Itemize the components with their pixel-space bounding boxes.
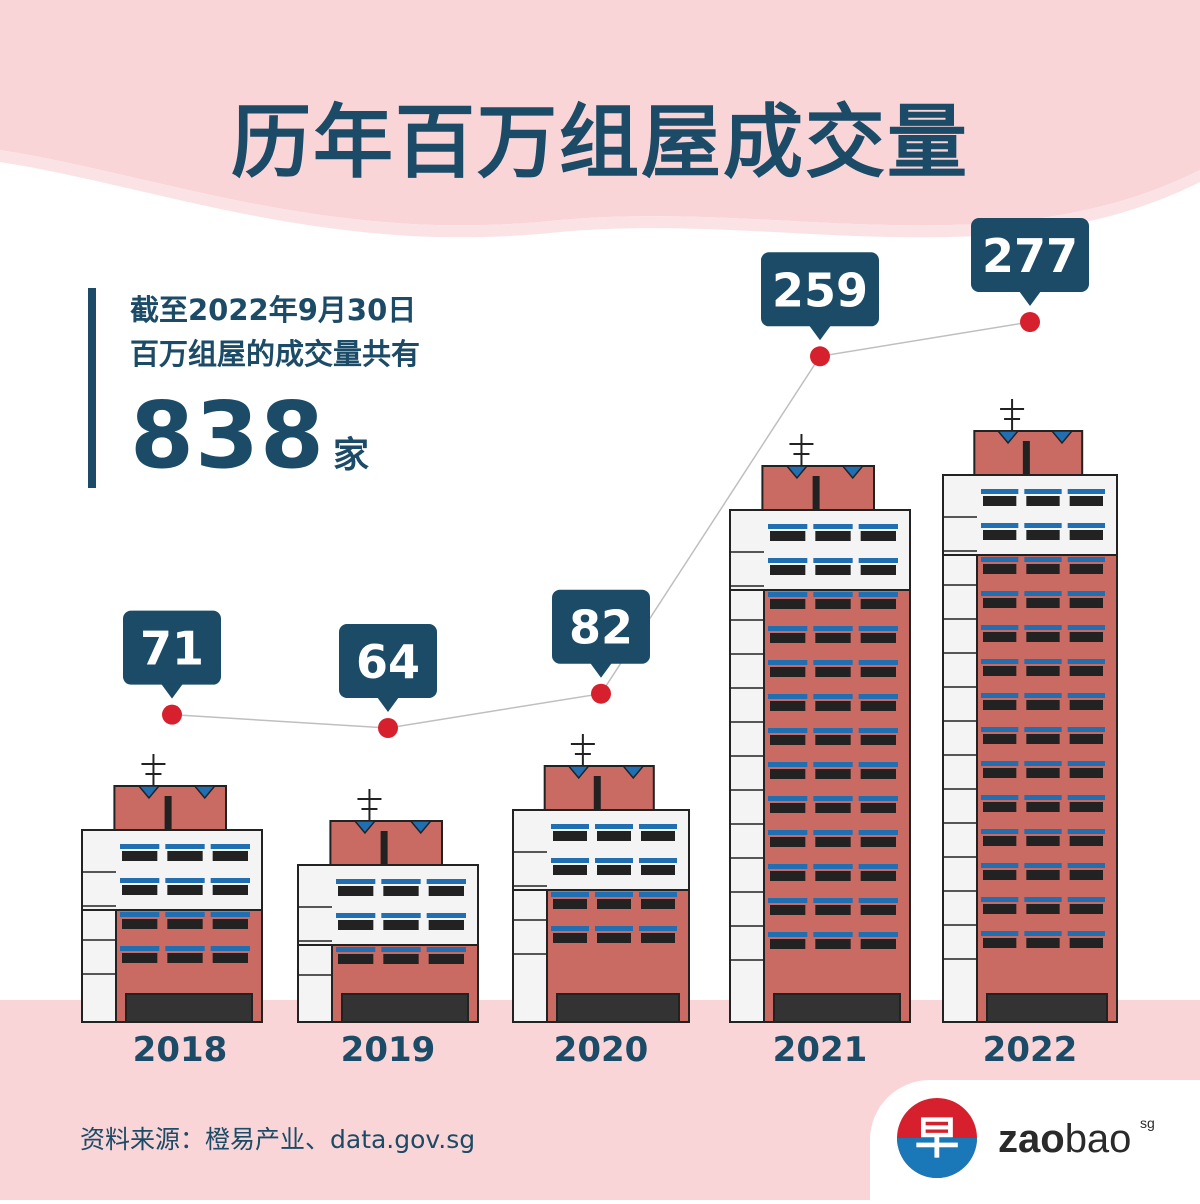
logo-panel: 早 zaobao sg	[870, 1080, 1200, 1200]
data-label-text: 71	[140, 622, 204, 676]
data-point-2022	[1020, 312, 1040, 332]
data-point-2020	[591, 683, 611, 704]
data-label-text: 277	[982, 229, 1078, 283]
logo-word-zao: zao	[998, 1117, 1065, 1161]
summary-total: 838 家	[130, 382, 420, 489]
summary-line-1: 截至2022年9月30日	[130, 293, 417, 327]
building-2019	[297, 789, 479, 1023]
buildings	[81, 399, 1118, 1023]
summary-line-2: 百万组屋的成交量共有	[130, 337, 421, 371]
data-label-2022: 277	[971, 218, 1089, 306]
data-point-2018	[162, 704, 182, 725]
building-2020	[512, 734, 690, 1023]
building-2022	[942, 399, 1118, 1023]
logo-suffix: sg	[1140, 1115, 1155, 1131]
data-label-2020: 82	[552, 589, 650, 678]
chart-marks: 71 64 82 259 277	[123, 218, 1089, 738]
logo-wordmark: zaobao	[998, 1117, 1131, 1161]
data-label-text: 259	[772, 263, 868, 317]
summary-block: 截至2022年9月30日 百万组屋的成交量共有 838 家	[88, 288, 421, 489]
logo-glyph: 早	[915, 1113, 959, 1164]
x-tick-2022: 2022	[982, 1030, 1078, 1070]
data-label-text: 64	[356, 635, 420, 689]
total-value: 838	[130, 382, 326, 489]
zaobao-logo: 早 zaobao sg	[897, 1098, 1155, 1178]
data-point-2019	[378, 718, 398, 738]
data-label-2019: 64	[339, 624, 437, 712]
x-tick-2021: 2021	[772, 1030, 868, 1070]
logo-word-bao: bao	[1065, 1117, 1132, 1161]
building-2018	[81, 754, 263, 1023]
x-tick-2020: 2020	[553, 1030, 649, 1070]
source-note: 资料来源：橙易产业、data.gov.sg	[80, 1125, 476, 1154]
x-tick-2018: 2018	[132, 1030, 228, 1070]
data-label-2018: 71	[123, 610, 221, 699]
page-title: 历年百万组屋成交量	[231, 96, 969, 189]
data-label-text: 82	[569, 601, 633, 655]
x-tick-2019: 2019	[340, 1030, 436, 1070]
data-point-2021	[810, 346, 830, 367]
data-label-2021: 259	[761, 252, 879, 341]
total-unit: 家	[333, 435, 370, 476]
building-2021	[729, 434, 911, 1023]
zao-logo-icon: 早	[897, 1098, 977, 1178]
